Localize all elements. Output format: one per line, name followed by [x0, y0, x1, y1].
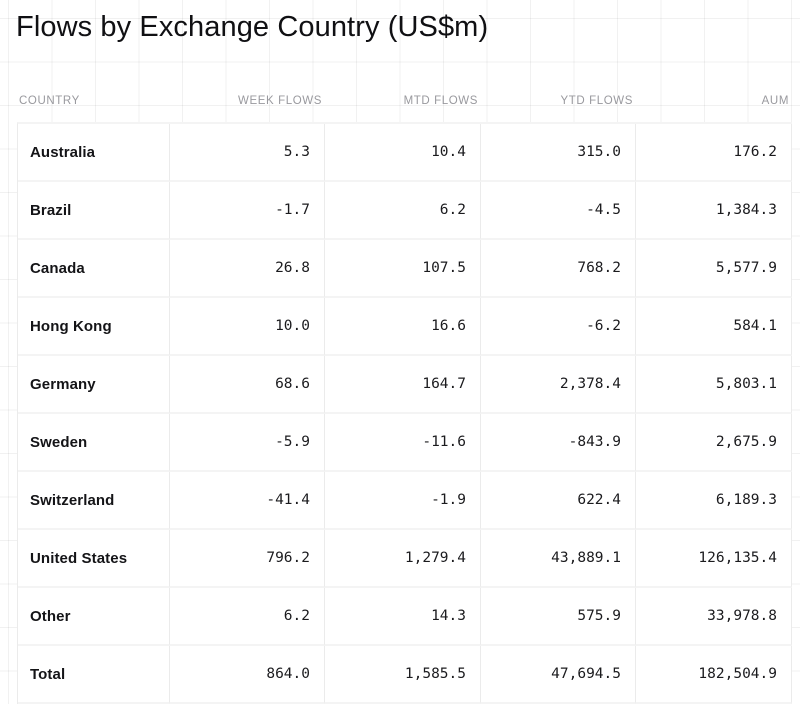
aum-cell: 182,504.9: [636, 646, 792, 704]
column-header-aum: AUM: [761, 95, 789, 107]
week-flows-cell: -5.9: [170, 414, 325, 472]
table-row-switzerland: Switzerland -41.4 -1.9 622.4 6,189.3: [18, 472, 792, 530]
table-row-united-states: United States 796.2 1,279.4 43,889.1 126…: [18, 530, 792, 588]
week-flows-cell: 10.0: [170, 298, 325, 356]
country-cell: Brazil: [18, 182, 170, 240]
ytd-flows-cell: -6.2: [481, 298, 636, 356]
country-cell: Canada: [18, 240, 170, 298]
country-cell: Other: [18, 588, 170, 646]
ytd-flows-cell: 622.4: [481, 472, 636, 530]
mtd-flows-cell: -1.9: [325, 472, 481, 530]
week-flows-cell: 796.2: [170, 530, 325, 588]
ytd-flows-cell: 315.0: [481, 124, 636, 182]
table-row-brazil: Brazil -1.7 6.2 -4.5 1,384.3: [18, 182, 792, 240]
mtd-flows-cell: 14.3: [325, 588, 481, 646]
country-cell: Germany: [18, 356, 170, 414]
ytd-flows-cell: 2,378.4: [481, 356, 636, 414]
page-title: Flows by Exchange Country (US$m): [16, 11, 489, 43]
mtd-flows-cell: 164.7: [325, 356, 481, 414]
column-header-country: COUNTRY: [19, 95, 80, 107]
table-row-canada: Canada 26.8 107.5 768.2 5,577.9: [18, 240, 792, 298]
aum-cell: 5,577.9: [636, 240, 792, 298]
aum-cell: 584.1: [636, 298, 792, 356]
table-row-sweden: Sweden -5.9 -11.6 -843.9 2,675.9: [18, 414, 792, 472]
aum-cell: 1,384.3: [636, 182, 792, 240]
ytd-flows-cell: 43,889.1: [481, 530, 636, 588]
aum-cell: 176.2: [636, 124, 792, 182]
mtd-flows-cell: 1,279.4: [325, 530, 481, 588]
aum-cell: 33,978.8: [636, 588, 792, 646]
mtd-flows-cell: -11.6: [325, 414, 481, 472]
country-cell: Total: [18, 646, 170, 704]
table-row-other: Other 6.2 14.3 575.9 33,978.8: [18, 588, 792, 646]
column-header-ytd-flows: YTD FLOWS: [560, 95, 633, 107]
week-flows-cell: 68.6: [170, 356, 325, 414]
table-header-row: COUNTRY WEEK FLOWS MTD FLOWS YTD FLOWS A…: [17, 94, 792, 108]
mtd-flows-cell: 16.6: [325, 298, 481, 356]
aum-cell: 2,675.9: [636, 414, 792, 472]
ytd-flows-cell: -843.9: [481, 414, 636, 472]
table-row-total: Total 864.0 1,585.5 47,694.5 182,504.9: [18, 646, 792, 704]
column-header-week-flows: WEEK FLOWS: [238, 95, 322, 107]
week-flows-cell: 6.2: [170, 588, 325, 646]
aum-cell: 6,189.3: [636, 472, 792, 530]
country-cell: Switzerland: [18, 472, 170, 530]
country-cell: Hong Kong: [18, 298, 170, 356]
ytd-flows-cell: 47,694.5: [481, 646, 636, 704]
ytd-flows-cell: 575.9: [481, 588, 636, 646]
table-row-australia: Australia 5.3 10.4 315.0 176.2: [18, 124, 792, 182]
table-row-hong-kong: Hong Kong 10.0 16.6 -6.2 584.1: [18, 298, 792, 356]
table-row-germany: Germany 68.6 164.7 2,378.4 5,803.1: [18, 356, 792, 414]
week-flows-cell: -41.4: [170, 472, 325, 530]
column-header-mtd-flows: MTD FLOWS: [403, 95, 478, 107]
mtd-flows-cell: 6.2: [325, 182, 481, 240]
flows-table: Australia 5.3 10.4 315.0 176.2 Brazil -1…: [17, 122, 792, 704]
country-cell: United States: [18, 530, 170, 588]
mtd-flows-cell: 107.5: [325, 240, 481, 298]
ytd-flows-cell: 768.2: [481, 240, 636, 298]
week-flows-cell: -1.7: [170, 182, 325, 240]
mtd-flows-cell: 1,585.5: [325, 646, 481, 704]
mtd-flows-cell: 10.4: [325, 124, 481, 182]
ytd-flows-cell: -4.5: [481, 182, 636, 240]
week-flows-cell: 5.3: [170, 124, 325, 182]
country-cell: Australia: [18, 124, 170, 182]
aum-cell: 126,135.4: [636, 530, 792, 588]
aum-cell: 5,803.1: [636, 356, 792, 414]
week-flows-cell: 864.0: [170, 646, 325, 704]
week-flows-cell: 26.8: [170, 240, 325, 298]
country-cell: Sweden: [18, 414, 170, 472]
